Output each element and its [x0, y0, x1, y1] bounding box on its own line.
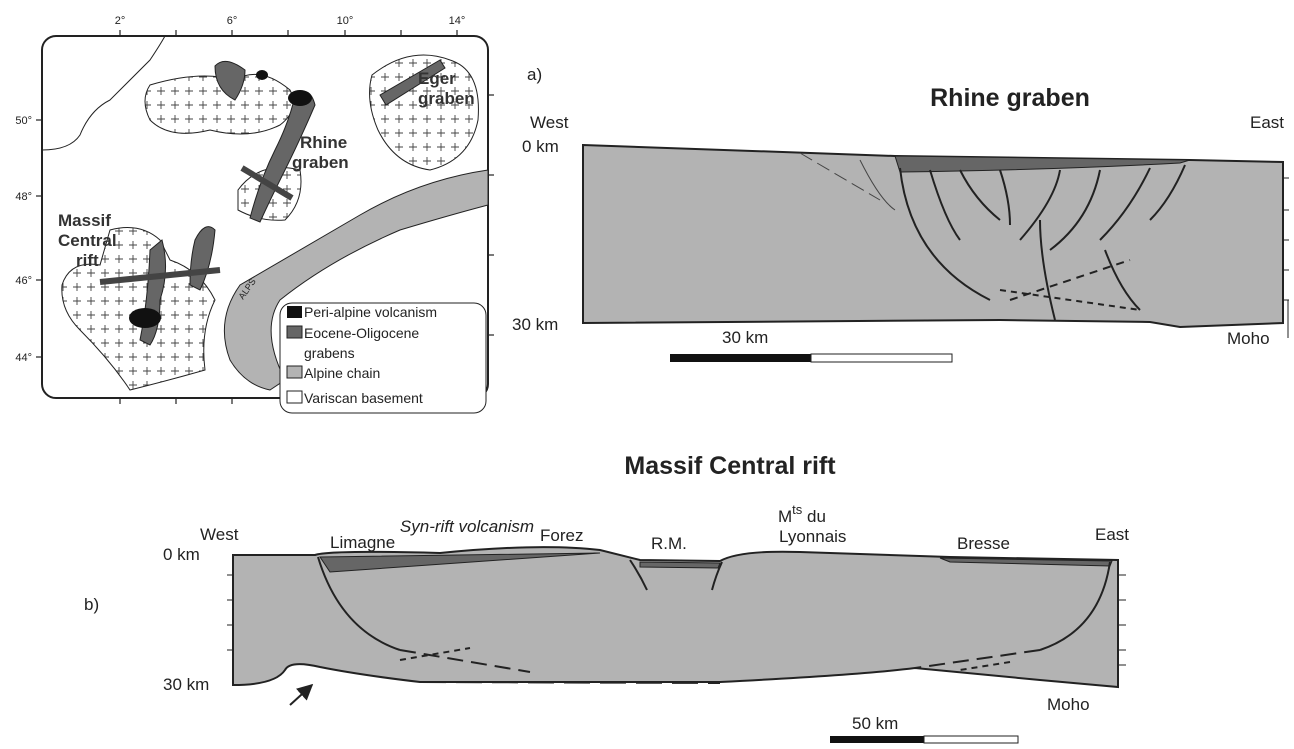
- annotation: Syn-rift volcanism: [400, 517, 534, 536]
- side-label: East: [1095, 525, 1129, 544]
- lon-label: 6°: [227, 15, 238, 27]
- lat-label: 46°: [15, 275, 32, 287]
- lat-label: 44°: [15, 352, 32, 364]
- place-label: Forez: [540, 526, 583, 545]
- map-label: Rhine graben: [292, 133, 349, 172]
- side-label: East: [1250, 113, 1284, 132]
- lat-label: 48°: [15, 191, 32, 203]
- depth-label: 30 km: [512, 315, 558, 334]
- lon-label: 14°: [449, 15, 466, 27]
- map: 2° 6° 10° 14° 50° 48° 46° 44° Eger graben…: [15, 15, 494, 414]
- side-label: West: [200, 525, 239, 544]
- legend-label: Alpine chain: [304, 365, 380, 381]
- section-a: a) Rhine graben West East 0 km 30 km Moh…: [512, 65, 1289, 363]
- section-title: Rhine graben: [930, 84, 1090, 112]
- place-label: Limagne: [330, 533, 395, 552]
- map-label: Massif Central rift: [58, 211, 117, 270]
- panel-label: b): [84, 595, 99, 614]
- lon-label: 10°: [337, 15, 354, 27]
- map-label: Eger graben: [418, 69, 475, 108]
- moho-label: Moho: [1227, 329, 1270, 348]
- legend-label: Variscan basement: [304, 390, 423, 406]
- place-label: R.M.: [651, 534, 687, 553]
- place-label: Bresse: [957, 534, 1010, 553]
- scale-label: 30 km: [722, 328, 768, 347]
- legend-label: Peri-alpine volcanism: [304, 304, 437, 320]
- section-b: Massif Central rift b) Syn-rift volcanis…: [84, 452, 1129, 744]
- place-label: Mts du Lyonnais: [778, 502, 846, 546]
- legend-label: Eocene-Oligocene: [304, 325, 419, 341]
- moho-label: Moho: [1047, 695, 1090, 714]
- depth-label: 0 km: [163, 545, 200, 564]
- side-label: West: [530, 113, 569, 132]
- lon-label: 2°: [115, 15, 126, 27]
- section-title: Massif Central rift: [624, 452, 836, 480]
- legend-label: grabens: [304, 345, 355, 361]
- lat-label: 50°: [15, 115, 32, 127]
- depth-label: 30 km: [163, 675, 209, 694]
- panel-label: a): [527, 65, 542, 84]
- depth-label: 0 km: [522, 137, 559, 156]
- scale-label: 50 km: [852, 714, 898, 733]
